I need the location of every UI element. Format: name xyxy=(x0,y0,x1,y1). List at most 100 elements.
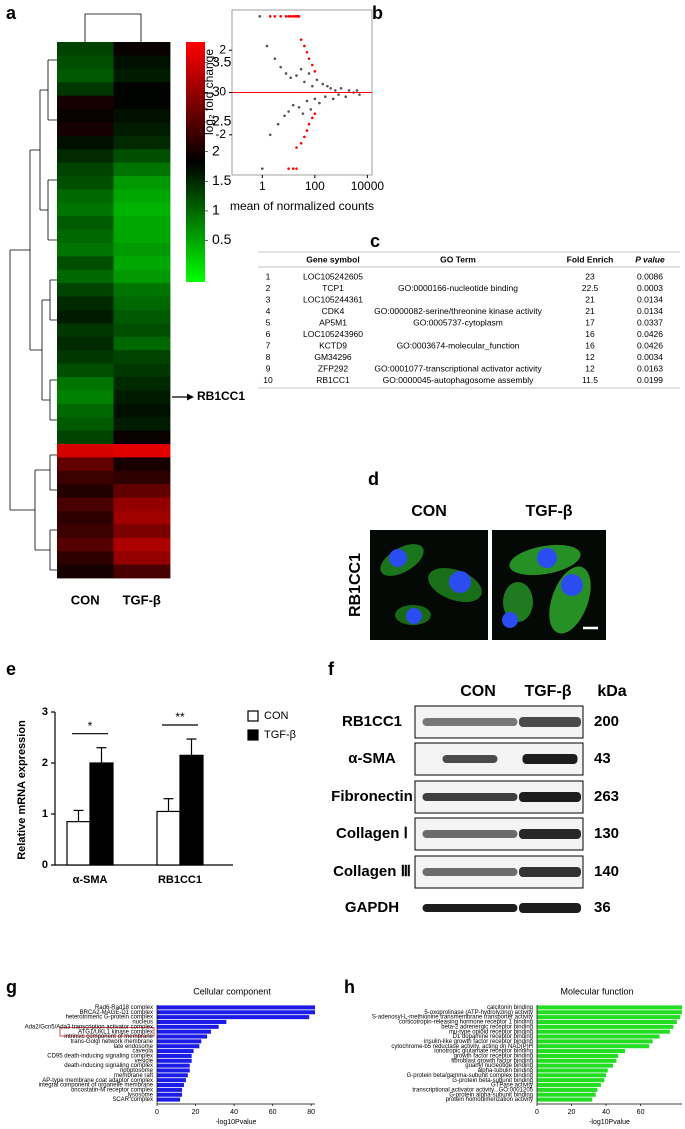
point xyxy=(299,141,303,145)
point xyxy=(283,114,286,118)
category-label: ionotropic glutamate receptor binding xyxy=(434,1049,533,1055)
category-label: G-protein beta/gamma-subunit complex bin… xyxy=(407,1073,533,1079)
point xyxy=(297,15,301,18)
x-tick-label: 1 xyxy=(259,179,266,193)
heatmap-cell xyxy=(113,363,171,378)
category-label: GTPase activity xyxy=(491,1083,533,1089)
legend-label: CON xyxy=(264,710,289,722)
bar xyxy=(537,1029,670,1034)
heatmap-cell xyxy=(113,82,171,96)
heatmap-cell xyxy=(57,296,114,311)
bar xyxy=(537,1078,605,1083)
heatmap-cell xyxy=(113,135,171,150)
heatmap-cell xyxy=(57,497,114,512)
nucleus xyxy=(406,608,422,624)
kda-value: 36 xyxy=(594,899,611,916)
heatmap-cell xyxy=(113,484,171,498)
bar xyxy=(537,1049,626,1054)
table-header: Gene symbol xyxy=(306,254,359,264)
bar xyxy=(157,1029,211,1034)
point xyxy=(311,84,314,88)
point xyxy=(305,51,309,54)
heatmap-cell xyxy=(57,310,114,324)
panel-label: d xyxy=(368,469,379,489)
point xyxy=(305,129,309,132)
nucleus xyxy=(502,612,518,628)
category-label: intrinsic component of membrane xyxy=(64,1034,153,1040)
table-cell: CDK4 xyxy=(322,306,345,316)
category-label: cytochrome-b5 reductase activity, acting… xyxy=(391,1044,533,1050)
point xyxy=(321,82,325,86)
colorbar-tick-label: 2.5 xyxy=(212,113,232,129)
table-cell: GO:0000166-nucleotide binding xyxy=(398,283,518,293)
category-label: guanyl nucleotide binding xyxy=(465,1063,533,1069)
heatmap-cell xyxy=(57,403,114,418)
x-tick-label: RB1CC1 xyxy=(158,874,202,886)
heatmap-cell xyxy=(57,524,114,539)
table-cell: ZFP292 xyxy=(318,363,349,373)
heatmap-cell xyxy=(57,484,114,498)
y-tick-label: 0 xyxy=(42,859,48,871)
bar xyxy=(157,1097,181,1102)
band xyxy=(422,904,518,912)
bar xyxy=(157,1068,190,1073)
category-label: AP-type membrane coat adaptor complex xyxy=(42,1078,153,1084)
heatmap-cell xyxy=(57,417,114,431)
heatmap-cell xyxy=(113,109,171,123)
table-cell: GO:0005737-cytoplasm xyxy=(413,317,503,327)
heatmap-cell xyxy=(113,323,171,338)
heatmap-cell xyxy=(113,457,171,472)
row-label: α-SMA xyxy=(348,750,396,767)
bar xyxy=(157,1078,186,1083)
category-label: nucleus xyxy=(132,1020,153,1026)
bar xyxy=(537,1034,660,1039)
heatmap-cell xyxy=(113,310,171,324)
heatmap-cell xyxy=(113,350,171,364)
row-label: RB1CC1 xyxy=(347,553,364,617)
significance-label: ** xyxy=(175,710,185,724)
x-tick-label: 60 xyxy=(637,1109,645,1116)
y-tick-label: 3 xyxy=(42,706,48,718)
heatmap-cell xyxy=(57,564,114,579)
nucleus xyxy=(561,574,583,596)
heatmap-cell xyxy=(113,551,171,565)
heatmap-cell xyxy=(57,363,114,378)
panel-label: f xyxy=(328,659,335,679)
point xyxy=(339,86,343,90)
band xyxy=(422,868,518,876)
y-tick-label: 2 xyxy=(42,757,48,769)
kda-value: 263 xyxy=(594,788,619,805)
bar xyxy=(157,1044,200,1049)
table-cell: 9 xyxy=(266,363,271,373)
heatmap-cell xyxy=(57,68,114,83)
point xyxy=(358,93,361,96)
y-tick-label: 2 xyxy=(219,42,226,56)
annotation: RB1CC1 xyxy=(197,389,245,403)
heatmap-cell xyxy=(113,444,171,458)
point xyxy=(355,89,359,92)
heatmap-cell xyxy=(113,537,171,552)
legend-label: TGF-β xyxy=(264,729,296,741)
heatmap-cell xyxy=(113,176,171,190)
band xyxy=(422,718,518,726)
point xyxy=(315,78,319,82)
chart-title: Cellular component xyxy=(193,986,271,996)
chart-title: Molecular function xyxy=(560,986,633,996)
heatmap-cell xyxy=(113,229,171,244)
band xyxy=(422,793,518,801)
nucleus xyxy=(537,548,557,568)
bar xyxy=(179,754,204,866)
bar xyxy=(537,1044,650,1049)
point xyxy=(279,15,282,18)
point xyxy=(305,99,309,103)
bar xyxy=(537,1005,682,1010)
heatmap-cell xyxy=(57,149,114,163)
x-tick-label: 0 xyxy=(155,1109,159,1116)
heatmap-cell xyxy=(57,122,114,137)
category-label: alpha-tubulin binding xyxy=(478,1068,533,1074)
heatmap-cell xyxy=(113,216,171,230)
heatmap-cell xyxy=(113,42,171,56)
heatmap-cell xyxy=(57,323,114,338)
category-label: growth factor receptor binding xyxy=(454,1054,533,1060)
